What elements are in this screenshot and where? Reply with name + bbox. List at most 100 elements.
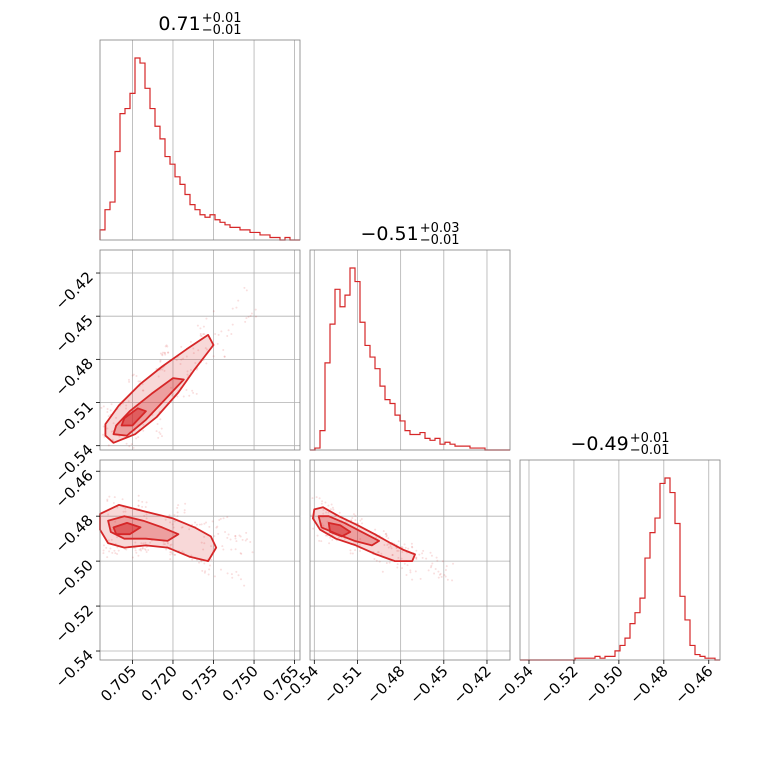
- scatter-panel-p0-p1-point-130: [175, 359, 178, 362]
- xtick-label-p2-3: −0.48: [626, 662, 671, 707]
- scatter-panel-p0-p2-point-33: [141, 500, 144, 503]
- scatter-panel-p0-p1-point-141: [142, 423, 145, 426]
- scatter-panel-p0-p1-point-74: [206, 348, 209, 351]
- scatter-panel-p0-p1-point-102: [185, 389, 188, 392]
- scatter-panel-p1-p2-point-208: [320, 540, 323, 543]
- scatter-panel-p0-p2-point-72: [205, 521, 208, 524]
- scatter-panel-p1-p2-point-206: [403, 562, 406, 565]
- xtick-label-p2-2: −0.50: [581, 662, 626, 707]
- scatter-panel-p0-p2-point-11: [203, 535, 206, 538]
- scatter-panel-p0-p2-point-68: [112, 501, 115, 504]
- scatter-panel-p0-p2-point-16: [237, 574, 240, 577]
- scatter-panel-p0-p2-point-197: [191, 558, 194, 561]
- scatter-panel-p1-p2-point-113: [427, 569, 430, 572]
- scatter-panel-p0-p1-point-115: [135, 374, 138, 377]
- scatter-panel-p0-p2-point-115: [124, 507, 127, 510]
- scatter-panel-p0-p2-point-44: [140, 542, 143, 545]
- scatter-panel-p1-p2-point-128: [337, 536, 340, 539]
- hist-panel-p0-step-line: [99, 57, 300, 241]
- scatter-panel-p1-p2-point-106: [414, 570, 417, 573]
- scatter-panel-p1-p2-point-150: [429, 566, 432, 569]
- scatter-panel-p0-p1-point-73: [189, 369, 192, 372]
- scatter-panel-p0-p2-point-79: [137, 504, 140, 507]
- scatter-panel-p0-p1-point-134: [106, 408, 109, 411]
- ytick-label-p1-3: −0.45: [52, 311, 97, 356]
- scatter-panel-p0-p2-point-32: [227, 533, 230, 536]
- scatter-panel-p0-p2-point-156: [142, 542, 145, 545]
- scatter-panel-p0-p2-point-4: [125, 548, 128, 551]
- scatter-panel-p0-p2-point-160: [202, 548, 205, 551]
- scatter-panel-p0-p1-point-91: [161, 368, 164, 371]
- scatter-panel-p0-p1-point-142: [237, 299, 240, 302]
- scatter-panel-p0-p2-point-155: [137, 504, 140, 507]
- scatter-panel-p1-p2-point-130: [397, 549, 400, 552]
- scatter-panel-p0-p2-point-124: [172, 526, 175, 529]
- hist-panel-p0: 0.71 +0.01−0.01: [99, 11, 301, 241]
- scatter-panel-p1-p2-point-97: [406, 564, 409, 567]
- scatter-panel-p0-p1-point-210: [110, 403, 113, 406]
- scatter-panel-p1-p2-point-13: [386, 544, 389, 547]
- scatter-panel-p0-p2-point-107: [234, 535, 237, 538]
- scatter-panel-p1-p2-point-182: [349, 552, 352, 555]
- scatter-panel-p0-p2-point-212: [144, 541, 147, 544]
- hist-panel-p1-step-line: [310, 267, 510, 451]
- scatter-panel-p1-p2-point-16: [436, 559, 439, 562]
- scatter-panel-p0-p2-point-180: [116, 506, 119, 509]
- xtick-label-p1-1: −0.51: [320, 662, 365, 707]
- scatter-panel-p0-p2-frame: [99, 459, 301, 661]
- scatter-panel-p0-p2-point-140: [181, 550, 184, 553]
- scatter-panel-p0-p2-point-218: [167, 542, 170, 545]
- scatter-panel-p1-p2-point-96: [415, 556, 418, 559]
- scatter-panel-p1-p2-point-144: [396, 563, 399, 566]
- scatter-panel-p1-p2-point-53: [322, 512, 325, 515]
- scatter-panel-p0-p1-point-179: [107, 415, 110, 418]
- scatter-panel-p0-p1-point-177: [189, 340, 192, 343]
- scatter-panel-p0-p2-point-6: [171, 552, 174, 555]
- scatter-panel-p0-p1-point-36: [102, 405, 105, 408]
- scatter-panel-p1-p2-point-76: [409, 571, 412, 574]
- scatter-panel-p0-p1-frame: [99, 249, 301, 451]
- scatter-panel-p1-p2-point-49: [359, 519, 362, 522]
- scatter-panel-p1-p2-point-14: [385, 534, 388, 537]
- scatter-panel-p0-p1-point-161: [216, 342, 219, 345]
- scatter-panel-p0-p2-point-2: [226, 572, 229, 575]
- scatter-panel-p0-p1-point-34: [249, 314, 252, 317]
- scatter-panel-p1-p2-point-153: [388, 561, 391, 564]
- scatter-panel-p0-p1-point-112: [192, 347, 195, 350]
- scatter-panel-p0-p2-point-183: [203, 571, 206, 574]
- scatter-panel-p0-p1-point-24: [141, 389, 144, 392]
- scatter-panel-p1-p2-point-67: [330, 503, 333, 506]
- scatter-panel-p0-p2-point-97: [116, 553, 119, 556]
- scatter-panel-p0-p1-point-117: [245, 317, 248, 320]
- scatter-panel-p0-p1-point-59: [106, 427, 109, 430]
- scatter-panel-p0-p2-point-209: [230, 548, 233, 551]
- scatter-panel-p1-p2-point-7: [321, 500, 324, 503]
- scatter-panel-p0-p2-point-36: [213, 535, 216, 538]
- scatter-panel-p0-p2-point-193: [108, 495, 111, 498]
- scatter-panel-p1-p2-point-203: [401, 567, 404, 570]
- scatter-panel-p1-p2-point-204: [444, 575, 447, 578]
- scatter-panel-p1-p2-point-0: [403, 543, 406, 546]
- scatter-panel-p0-p2-point-131: [134, 541, 137, 544]
- scatter-panel-p1-p2-point-84: [452, 562, 455, 565]
- scatter-panel-p0-p1-point-202: [197, 349, 200, 352]
- scatter-panel-p1-p2-point-43: [441, 560, 444, 563]
- scatter-panel-p0-p2-point-26: [222, 548, 225, 551]
- scatter-panel-p0-p1-point-126: [115, 416, 118, 419]
- scatter-panel-p0-p2-point-15: [141, 505, 144, 508]
- scatter-panel-p0-p2-point-195: [235, 540, 238, 543]
- scatter-panel-p0-p2-point-90: [141, 546, 144, 549]
- scatter-panel-p0-p2-point-211: [176, 506, 179, 509]
- scatter-panel-p0-p1-point-154: [142, 389, 145, 392]
- scatter-panel-p0-p1-point-192: [180, 358, 183, 361]
- scatter-panel-p1-p2-point-87: [387, 542, 390, 545]
- scatter-panel-p0-p2-point-66: [145, 517, 148, 520]
- scatter-panel-p1-p2-point-194: [425, 557, 428, 560]
- scatter-panel-p0-p2-point-59: [173, 553, 176, 556]
- scatter-panel-p0-p2-point-19: [190, 554, 193, 557]
- scatter-panel-p1-p2-point-118: [376, 551, 379, 554]
- scatter-panel-p0-p2-point-190: [113, 549, 116, 552]
- scatter-panel-p1-p2-point-119: [325, 511, 328, 514]
- scatter-panel-p0-p2-point-152: [169, 551, 172, 554]
- ytick-label-p2-2: −0.50: [52, 556, 97, 601]
